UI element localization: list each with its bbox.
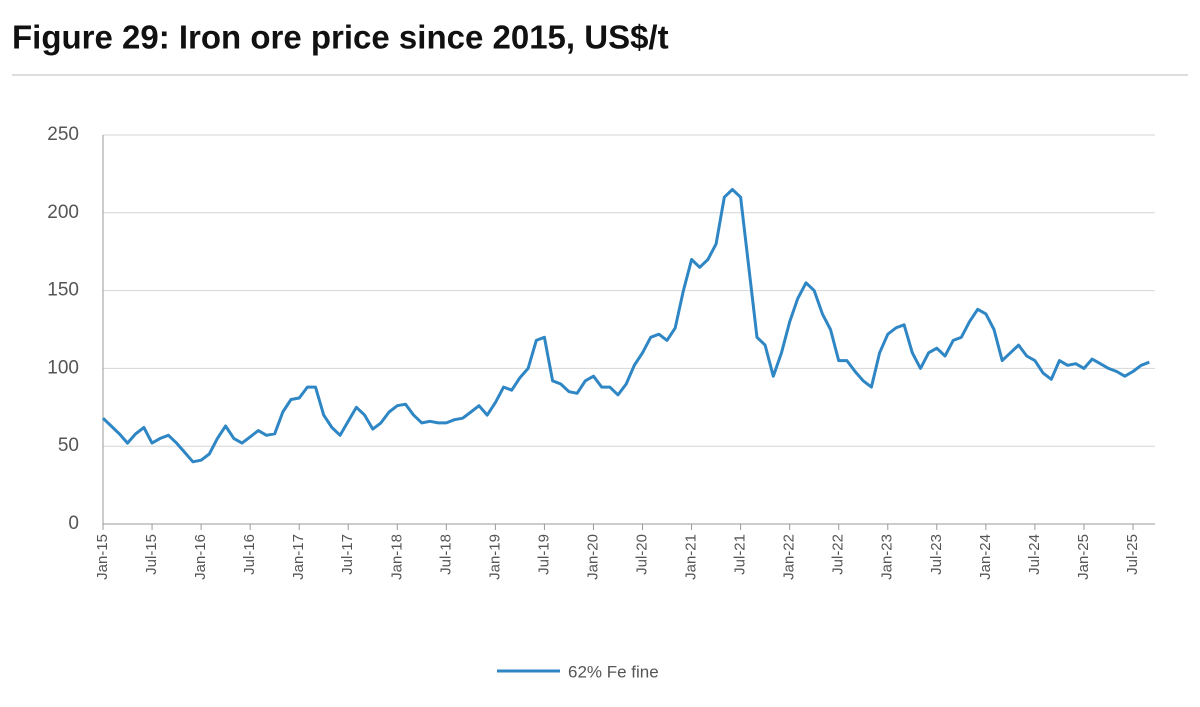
x-tick-label: Jan-18 [388,534,405,580]
x-tick-label: Jul-18 [437,534,454,575]
x-tick-label: Jan-15 [94,534,111,580]
x-tick-label: Jul-24 [1026,534,1043,575]
x-tick-label: Jan-25 [1075,534,1092,580]
x-tick-label: Jan-21 [683,534,700,580]
x-tick-label: Jan-22 [781,534,798,580]
x-tick-label: Jul-25 [1124,534,1141,575]
x-tick-label: Jan-17 [290,534,307,580]
price-line [101,188,1150,464]
x-tick-label: Jul-19 [535,534,552,575]
y-tick-label: 200 [47,202,79,223]
legend-label: 62% Fe fine [568,662,659,681]
x-tick-label: Jul-23 [928,534,945,575]
y-tick-label: 250 [47,124,79,145]
x-tick-label: Jan-20 [584,534,601,580]
chart-title: Figure 29: Iron ore price since 2015, US… [12,19,669,56]
y-tick-label: 0 [68,513,79,534]
x-tick-label: Jan-23 [879,534,896,580]
x-tick-label: Jan-24 [977,534,994,580]
x-tick-label: Jul-20 [633,534,650,575]
y-tick-label: 150 [47,280,79,301]
x-tick-label: Jul-22 [830,534,847,575]
x-tick-label: Jul-21 [732,534,749,575]
y-tick-label: 100 [47,357,79,378]
x-tick-label: Jan-16 [192,534,209,580]
x-tick-label: Jul-17 [339,534,356,575]
x-tick-label: Jul-15 [143,534,160,575]
x-tick-label: Jan-19 [486,534,503,580]
x-tick-label: Jul-16 [241,534,258,575]
y-tick-label: 50 [58,435,79,456]
